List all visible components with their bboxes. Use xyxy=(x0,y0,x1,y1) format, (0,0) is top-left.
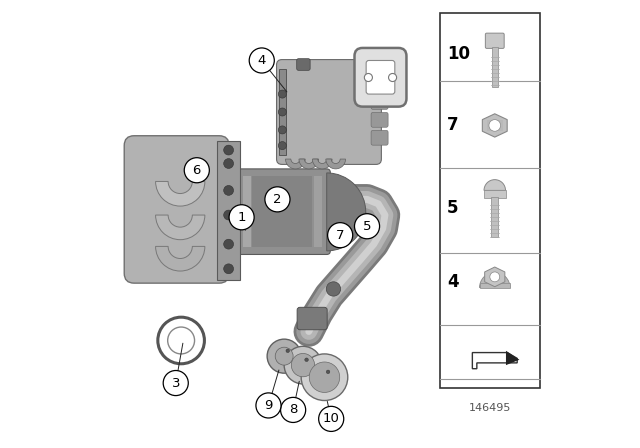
Text: 1: 1 xyxy=(237,211,246,224)
Text: 5: 5 xyxy=(447,199,459,217)
Circle shape xyxy=(280,397,306,422)
Text: 6: 6 xyxy=(193,164,201,177)
Circle shape xyxy=(163,370,188,396)
Wedge shape xyxy=(312,159,332,169)
Wedge shape xyxy=(326,159,346,169)
Text: 10: 10 xyxy=(447,45,470,63)
Circle shape xyxy=(278,126,286,134)
Bar xyxy=(484,190,506,198)
Wedge shape xyxy=(156,246,205,271)
Circle shape xyxy=(364,73,372,82)
Wedge shape xyxy=(156,215,205,240)
Circle shape xyxy=(224,210,234,220)
Circle shape xyxy=(301,354,348,401)
Text: 146495: 146495 xyxy=(468,403,511,413)
FancyBboxPatch shape xyxy=(297,307,327,330)
Circle shape xyxy=(168,327,195,354)
Wedge shape xyxy=(299,159,319,169)
Circle shape xyxy=(490,272,500,282)
Bar xyxy=(243,176,251,247)
Circle shape xyxy=(278,90,286,98)
Wedge shape xyxy=(156,181,205,206)
FancyBboxPatch shape xyxy=(217,141,240,280)
Text: 4: 4 xyxy=(257,54,266,67)
Text: 7: 7 xyxy=(336,228,344,242)
Circle shape xyxy=(256,393,281,418)
Bar xyxy=(491,197,499,237)
Circle shape xyxy=(284,346,322,384)
Wedge shape xyxy=(484,180,506,190)
Text: 5: 5 xyxy=(363,220,371,233)
Circle shape xyxy=(224,159,234,168)
Bar xyxy=(252,176,312,247)
Polygon shape xyxy=(506,351,520,365)
FancyBboxPatch shape xyxy=(485,33,504,48)
Circle shape xyxy=(278,108,286,116)
Text: 9: 9 xyxy=(264,399,273,412)
Circle shape xyxy=(224,185,234,195)
Text: 3: 3 xyxy=(172,376,180,390)
Circle shape xyxy=(326,370,330,374)
FancyBboxPatch shape xyxy=(371,95,388,109)
Circle shape xyxy=(309,362,340,392)
Text: 2: 2 xyxy=(273,193,282,206)
FancyBboxPatch shape xyxy=(371,112,388,127)
FancyBboxPatch shape xyxy=(366,60,395,94)
Text: 7: 7 xyxy=(447,116,459,134)
Circle shape xyxy=(224,264,234,274)
Circle shape xyxy=(158,317,204,364)
Circle shape xyxy=(224,145,234,155)
Polygon shape xyxy=(483,114,507,137)
Bar xyxy=(479,283,510,288)
Wedge shape xyxy=(326,173,365,251)
Text: 10: 10 xyxy=(323,412,340,426)
Circle shape xyxy=(224,239,234,249)
Circle shape xyxy=(305,358,308,362)
Bar xyxy=(492,47,498,87)
Polygon shape xyxy=(472,353,517,369)
Circle shape xyxy=(388,73,397,82)
Circle shape xyxy=(326,282,340,296)
FancyBboxPatch shape xyxy=(236,169,330,254)
Text: 8: 8 xyxy=(289,403,298,417)
FancyBboxPatch shape xyxy=(124,136,229,283)
Wedge shape xyxy=(479,272,510,288)
Circle shape xyxy=(278,142,286,150)
Circle shape xyxy=(319,406,344,431)
FancyBboxPatch shape xyxy=(297,59,310,70)
Circle shape xyxy=(291,353,315,377)
Circle shape xyxy=(229,205,254,230)
Circle shape xyxy=(286,349,289,353)
Circle shape xyxy=(355,214,380,239)
Polygon shape xyxy=(486,120,503,131)
Wedge shape xyxy=(285,159,305,169)
Circle shape xyxy=(184,158,209,183)
Text: 4: 4 xyxy=(447,273,459,291)
Polygon shape xyxy=(484,267,505,287)
FancyBboxPatch shape xyxy=(440,13,540,388)
FancyBboxPatch shape xyxy=(279,69,285,155)
FancyBboxPatch shape xyxy=(355,48,406,107)
FancyBboxPatch shape xyxy=(276,60,381,164)
Circle shape xyxy=(267,339,301,373)
Circle shape xyxy=(265,187,290,212)
Circle shape xyxy=(489,120,500,131)
Circle shape xyxy=(249,48,275,73)
Circle shape xyxy=(275,347,293,365)
Circle shape xyxy=(328,223,353,248)
FancyBboxPatch shape xyxy=(371,130,388,145)
Bar xyxy=(314,176,322,247)
